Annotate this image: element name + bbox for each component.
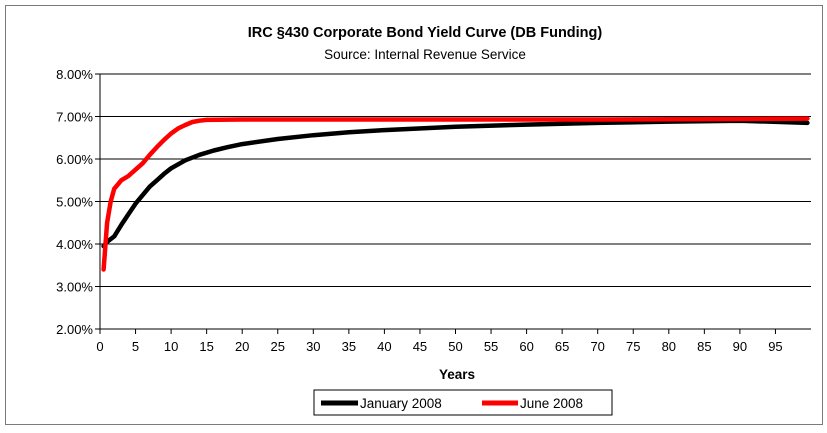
legend-label-january-2008: January 2008 bbox=[360, 396, 442, 411]
x-tick-label: 50 bbox=[448, 339, 462, 354]
x-tick-label: 40 bbox=[377, 339, 391, 354]
x-tick-label: 5 bbox=[132, 339, 139, 354]
y-tick-label: 6.00% bbox=[56, 152, 93, 167]
chart-title: IRC §430 Corporate Bond Yield Curve (DB … bbox=[248, 25, 603, 41]
x-tick-label: 60 bbox=[519, 339, 533, 354]
x-tick-label: 90 bbox=[733, 339, 747, 354]
x-tick-label: 70 bbox=[590, 339, 604, 354]
y-tick-label: 3.00% bbox=[56, 280, 93, 295]
legend-box bbox=[313, 389, 613, 416]
x-tick-label: 15 bbox=[199, 339, 213, 354]
x-tick-label: 35 bbox=[342, 339, 356, 354]
x-tick-label: 75 bbox=[626, 339, 640, 354]
gridlines bbox=[100, 73, 811, 287]
x-tick-label: 25 bbox=[271, 339, 285, 354]
x-tick-label: 55 bbox=[484, 339, 498, 354]
x-tick-label: 10 bbox=[164, 339, 178, 354]
x-tick-label: 20 bbox=[235, 339, 249, 354]
x-axis-label: Years bbox=[439, 367, 475, 382]
x-tick-label: 65 bbox=[555, 339, 569, 354]
x-tick-label: 95 bbox=[768, 339, 782, 354]
y-tick-label: 7.00% bbox=[56, 110, 93, 125]
series-lines bbox=[101, 116, 810, 272]
x-tick-label: 80 bbox=[662, 339, 676, 354]
chart-subtitle: Source: Internal Revenue Service bbox=[324, 47, 526, 62]
x-tick-label: 85 bbox=[697, 339, 711, 354]
y-tick-label: 4.00% bbox=[56, 237, 93, 252]
x-tick-label: 0 bbox=[96, 339, 103, 354]
x-tick-label: 45 bbox=[413, 339, 427, 354]
series-line-june-2008 bbox=[101, 116, 810, 272]
legend-label-june-2008: June 2008 bbox=[520, 396, 583, 411]
y-tick-label: 5.00% bbox=[56, 195, 93, 210]
y-tick-label: 8.00% bbox=[56, 67, 93, 82]
x-tick-labels: 0 5 10 15 20 25 30 35 40 45 50 55 60 65 70 75 80 85 90 95 bbox=[96, 329, 783, 354]
series-line-january-2008 bbox=[101, 118, 810, 249]
y-tick-labels: 2.00% 3.00% 4.00% 5.00% 6.00% 7.00% 8.00% bbox=[56, 67, 100, 337]
x-tick-label: 30 bbox=[306, 339, 320, 354]
y-tick-label: 2.00% bbox=[56, 322, 93, 337]
legend: January 2008 June 2008 bbox=[313, 389, 613, 416]
chart-frame bbox=[5, 5, 823, 425]
